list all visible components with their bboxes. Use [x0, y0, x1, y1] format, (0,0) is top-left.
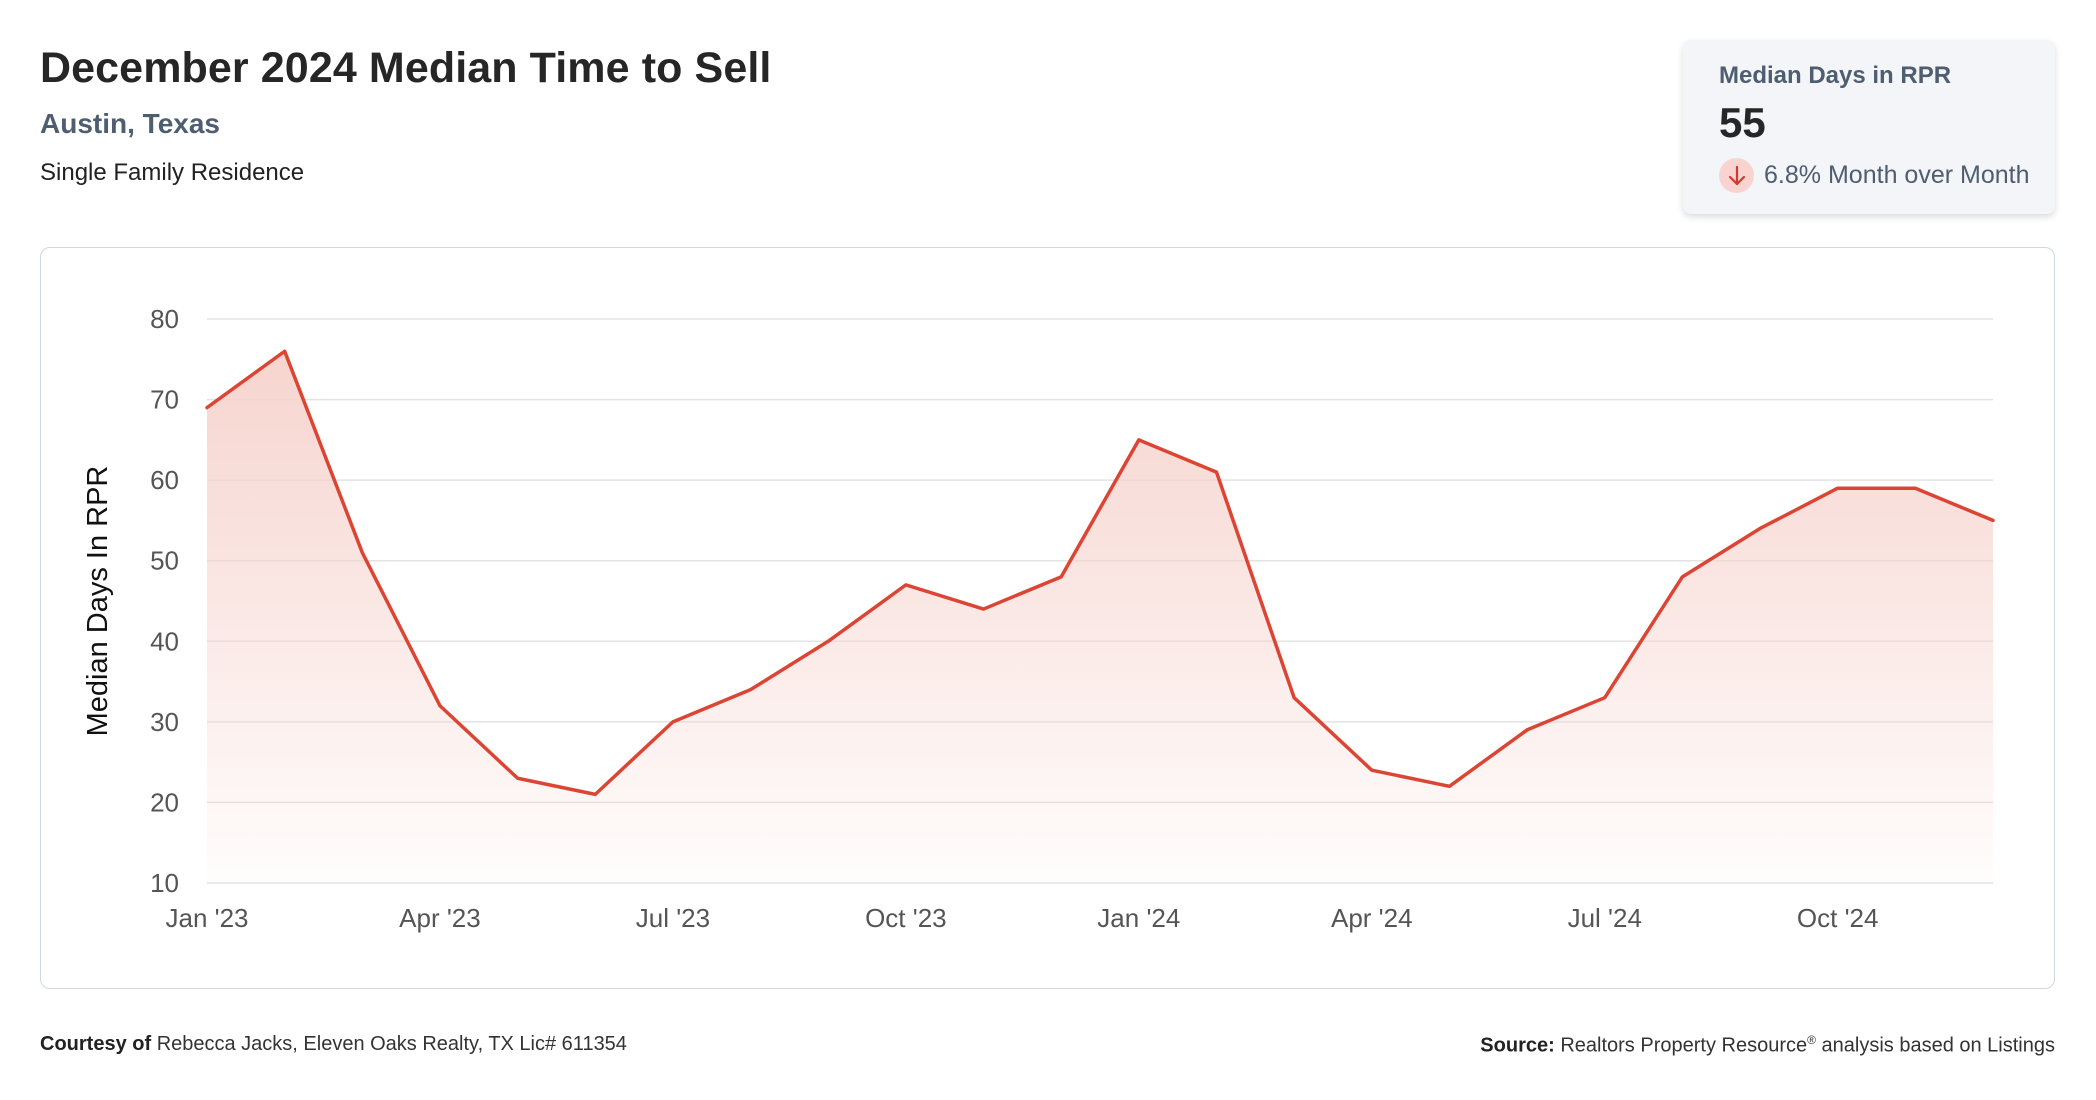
data-point: [749, 688, 753, 692]
arrow-down-icon: [1719, 158, 1754, 193]
courtesy-text: Rebecca Jacks, Eleven Oaks Realty, TX Li…: [156, 1033, 627, 1055]
x-tick-label: Jul '24: [1568, 903, 1642, 933]
x-tick-label: Apr '23: [399, 903, 481, 933]
data-point: [671, 720, 675, 724]
page-title: December 2024 Median Time to Sell: [40, 44, 772, 92]
x-tick-label: Jul '23: [636, 903, 710, 933]
data-point: [1137, 438, 1141, 442]
kpi-value: 55: [1719, 99, 1766, 146]
data-point: [1525, 728, 1529, 732]
data-point: [1603, 696, 1607, 700]
kpi-change: 6.8% Month over Month: [1719, 158, 2055, 193]
y-tick-label: 30: [150, 707, 179, 737]
x-tick-label: Jan '24: [1097, 903, 1180, 933]
data-point: [904, 583, 908, 587]
kpi-card: Median Days in RPR 55 6.8% Month over Mon…: [1683, 40, 2055, 214]
kpi-label: Median Days in RPR: [1719, 62, 1952, 89]
data-point: [360, 551, 364, 555]
median-days-chart: 10 20 30 40 50 60 70 80 Jan '23 Apr '23 Jul '23 Oct…: [82, 304, 1995, 933]
x-tick-label: Jan '23: [165, 903, 248, 933]
kpi-change-text: 6.8% Month over Month: [1764, 161, 2036, 190]
y-tick-label: 50: [150, 546, 179, 576]
data-point: [982, 607, 986, 611]
y-tick-label: 60: [150, 465, 179, 495]
y-axis-label: Median Days In RPR: [82, 466, 114, 737]
source-text-suffix: analysis based on Listings: [1821, 1034, 2055, 1057]
data-point: [1292, 696, 1296, 700]
x-tick-label: Apr '24: [1331, 903, 1413, 933]
data-point: [1680, 575, 1684, 579]
y-tick-label: 20: [150, 787, 179, 817]
series-line: [205, 349, 1995, 797]
data-point: [283, 349, 287, 353]
data-point: [438, 704, 442, 708]
data-point: [205, 406, 209, 410]
data-point: [516, 776, 520, 780]
x-tick-label: Oct '23: [865, 903, 947, 933]
y-tick-label: 80: [150, 304, 179, 334]
source-text: Realtors Property Resource: [1560, 1034, 1808, 1057]
property-type-label: Single Family Residence: [40, 159, 305, 186]
source-label: Source:: [1480, 1034, 1555, 1057]
series-area-fill: [207, 351, 1993, 883]
footer-courtesy: Courtesy of Rebecca Jacks, Eleven Oaks R…: [40, 1033, 627, 1056]
data-point: [1059, 575, 1063, 579]
footer-source: Source: Realtors Property Resource® anal…: [1480, 1033, 2055, 1058]
registered-mark: ®: [1807, 1033, 1816, 1047]
y-tick-label: 40: [150, 626, 179, 656]
data-point: [1447, 784, 1451, 788]
y-tick-label: 10: [150, 868, 179, 898]
chart-card: 10 20 30 40 50 60 70 80 Jan '23 Apr '23 Jul '23 Oct…: [40, 247, 2055, 989]
y-tick-label: 70: [150, 385, 179, 415]
data-point: [1214, 470, 1218, 474]
data-point: [1758, 526, 1762, 530]
data-point: [593, 792, 597, 796]
data-point: [1836, 486, 1840, 490]
data-point: [1913, 486, 1917, 490]
courtesy-label: Courtesy of: [40, 1033, 152, 1055]
location-subtitle: Austin, Texas: [40, 108, 220, 139]
data-point: [826, 639, 830, 643]
kpi-change-value: 6.8%: [1764, 161, 1821, 189]
kpi-change-period: Month over Month: [1827, 161, 2030, 189]
data-point: [1370, 768, 1374, 772]
data-point: [1991, 518, 1995, 522]
x-tick-label: Oct '24: [1797, 903, 1879, 933]
